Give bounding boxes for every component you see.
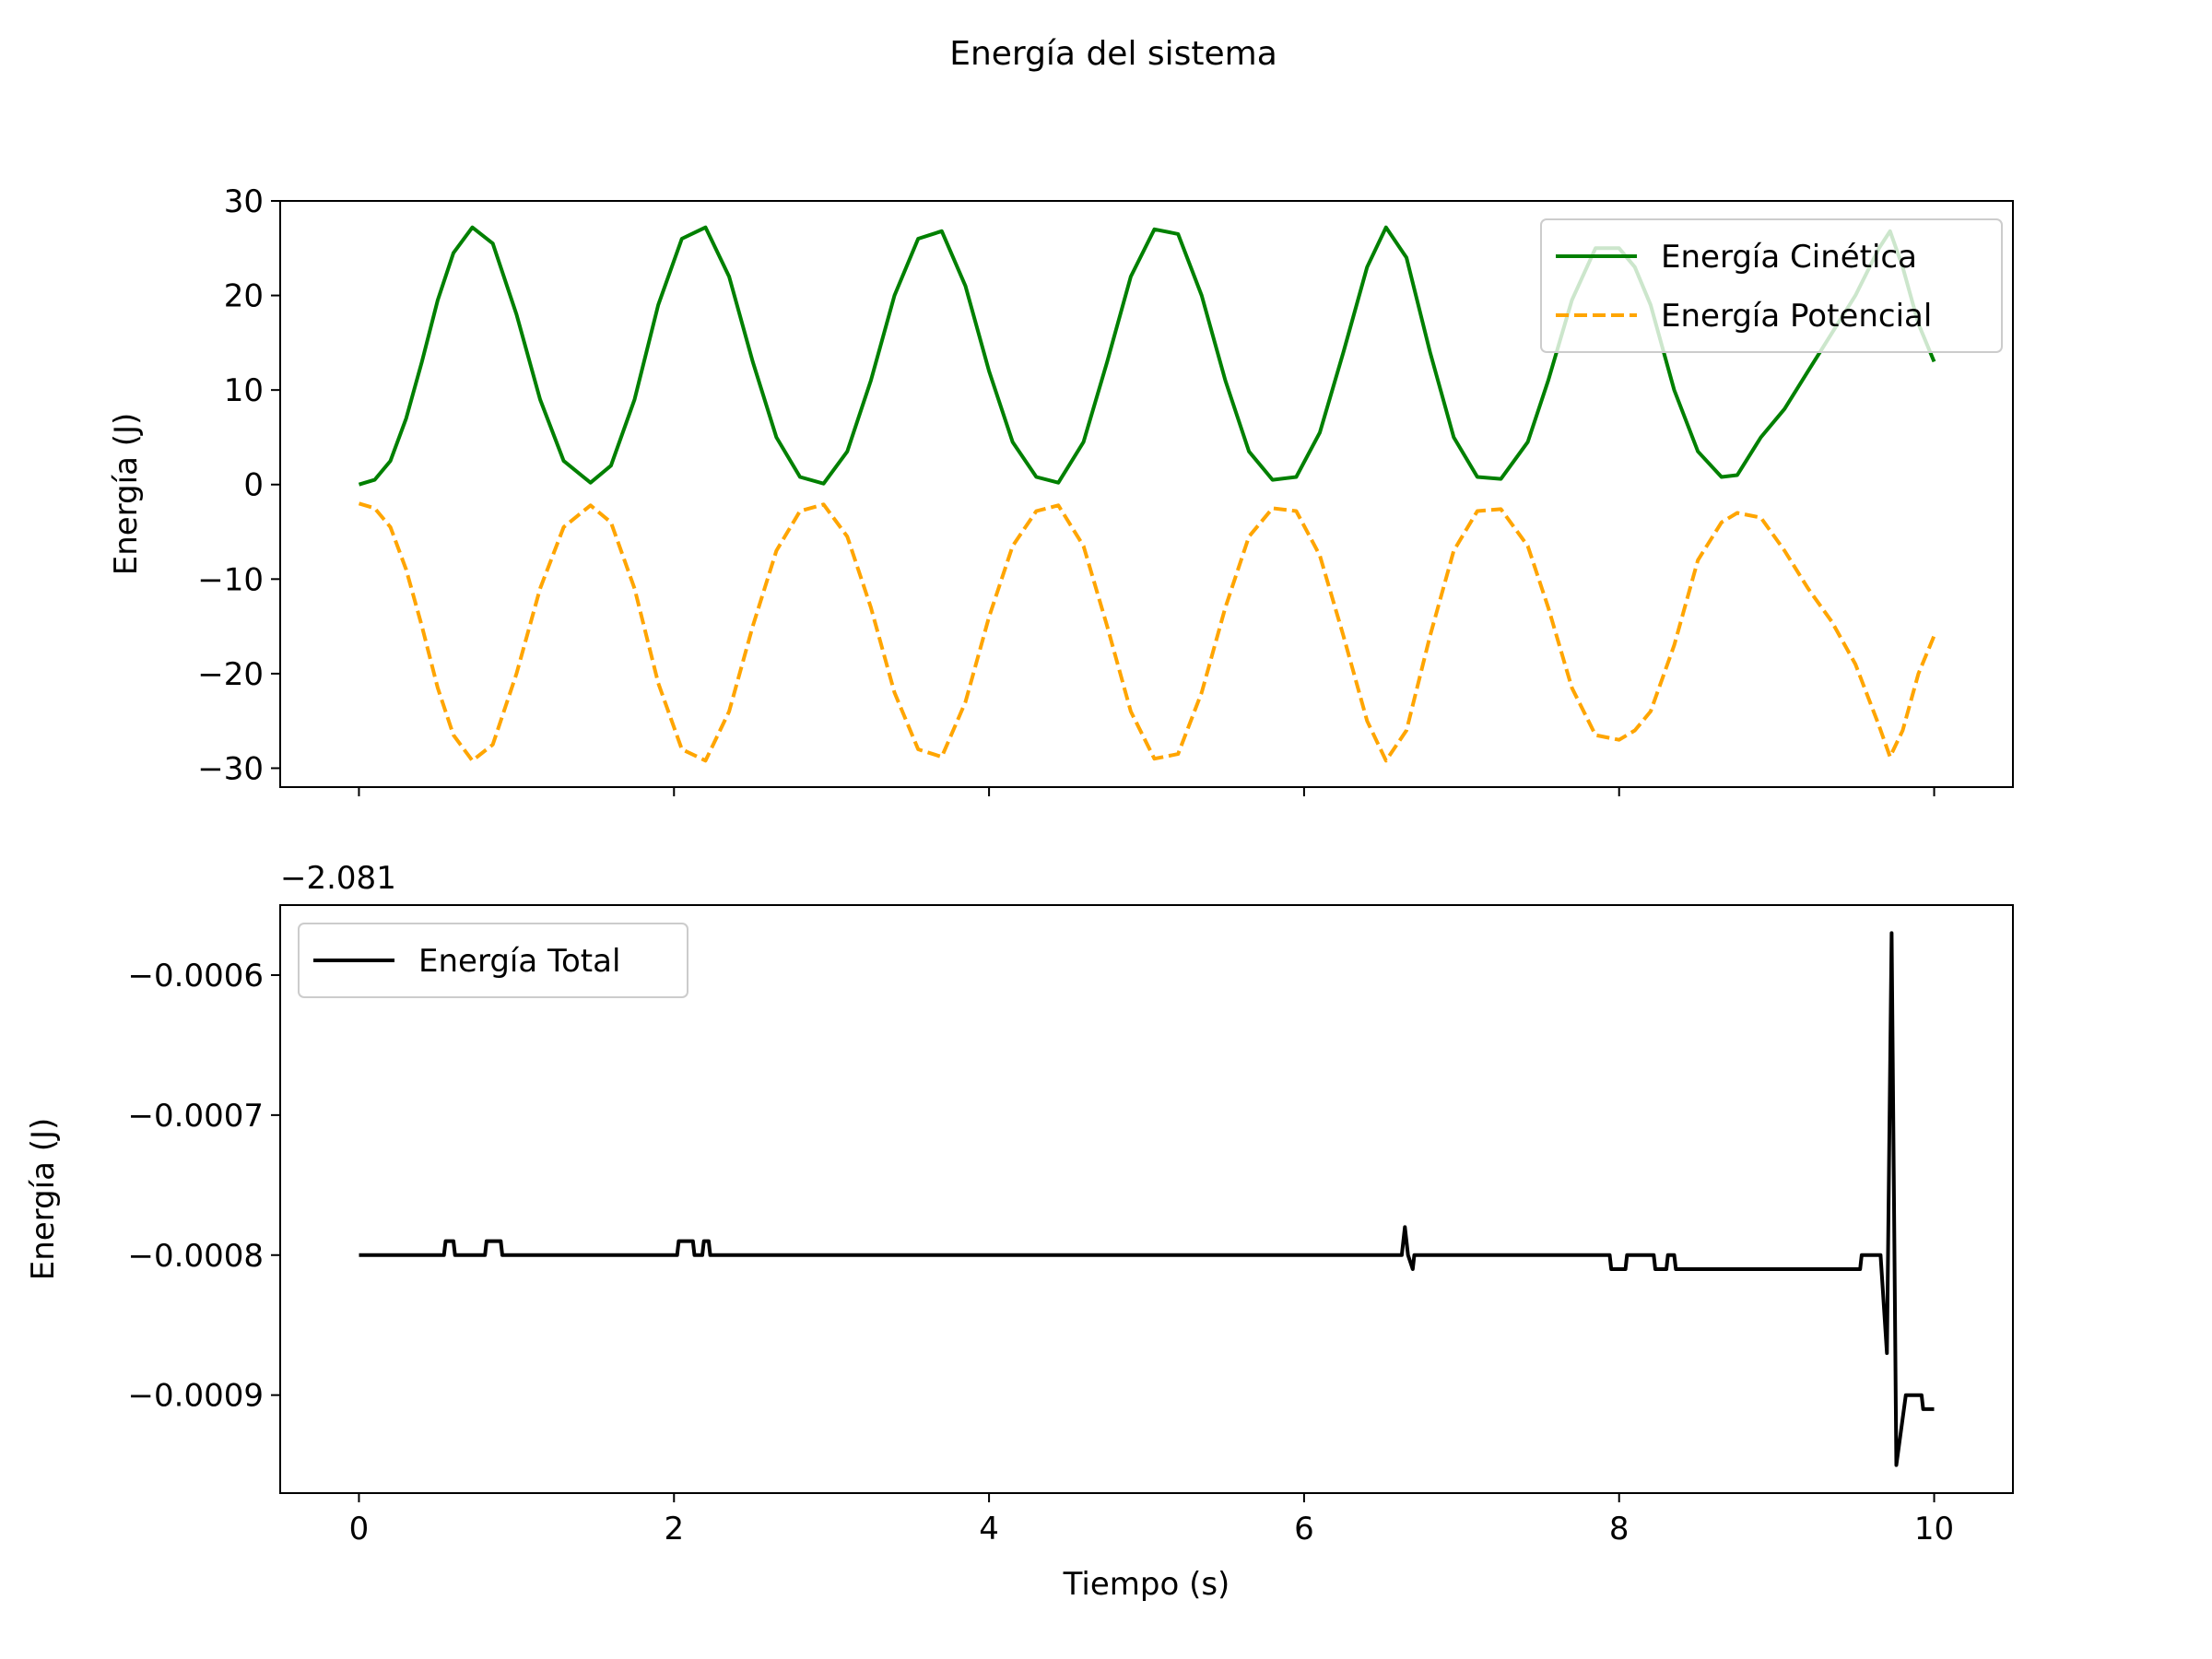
x-axis-label: Tiempo (s) [1063,1566,1230,1603]
x-tick-label: 6 [1294,1511,1314,1547]
y-offset-text: −2.081 [280,860,396,897]
legend-label: Energía Total [418,943,620,980]
x-tick-label: 8 [1609,1511,1630,1547]
chart-2: −0.0006 −0.0007 −0.0008 −0.0009 0 2 4 6 8 10 Energ… [25,860,2014,1603]
x-tick-label: 4 [979,1511,999,1547]
series-line-1 [359,931,1935,1467]
legend: Energía Cinética Energía Potencial [1540,218,2003,353]
legend-box [298,923,688,998]
x-tick-label: 10 [1914,1511,1954,1547]
legend: Energía Total [298,923,688,998]
y-axis-label: Energía (J) [25,1118,62,1281]
y-tick-label: 10 [224,372,264,409]
legend-label: Energía Cinética [1661,239,1917,276]
y-tick-label: 0 [243,467,264,504]
legend-label: Energía Potencial [1661,298,1932,335]
axes-frame [279,200,2014,788]
x-tick-label: 2 [664,1511,684,1547]
y-tick-label: −0.0009 [128,1378,264,1415]
legend-box [1540,218,2003,353]
y-tick-label: −0.0006 [128,958,264,994]
y-tick-label: 30 [224,183,264,220]
axes-frame [279,904,2014,1494]
y-tick-label: −0.0008 [128,1238,264,1275]
series-line-1 [358,225,1936,487]
y-tick-label: −10 [197,561,264,598]
y-tick-label: −20 [197,656,264,693]
x-tick-label: 0 [349,1511,370,1547]
figure-title: Energía del sistema [949,35,1277,73]
y-tick-label: 20 [224,278,264,315]
y-tick-label: −30 [197,750,264,787]
y-tick-label: −0.0007 [128,1098,264,1135]
series-line-2 [358,501,1936,763]
y-axis-label: Energía (J) [108,413,145,576]
chart-1: 30 20 10 0 −10 −20 −30 Energía (J) Energía Cinét… [108,183,2014,796]
